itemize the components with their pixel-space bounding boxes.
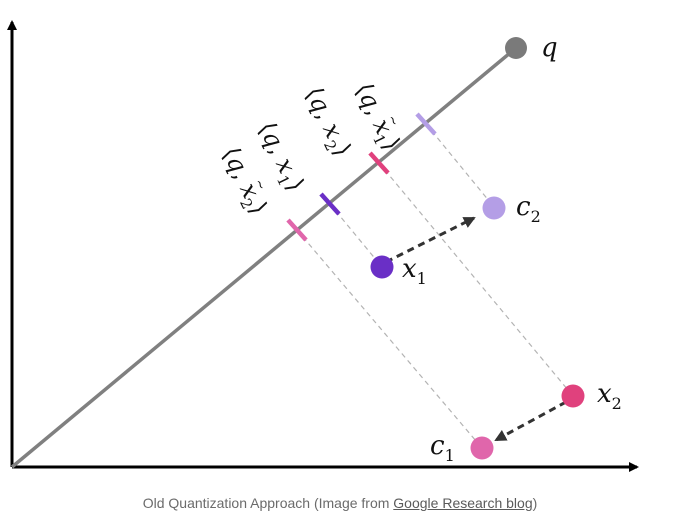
label-c2: c2	[516, 192, 541, 226]
projection-label-q-x2: ⟨q, x2⟩	[296, 82, 357, 162]
quantization-arrow-x1-c2	[385, 216, 476, 264]
point-c1	[470, 436, 494, 460]
caption-prefix: Old Quantization Approach (Image from	[142, 495, 394, 511]
quantization-diagram: q c2 x1 x2 c1 ⟨q, x~1⟩ ⟨q, x2⟩ ⟨q, x1⟩ ⟨…	[6, 20, 639, 472]
tick-q-tilde-x2	[286, 218, 308, 242]
svg-text:⟨q, x1⟩: ⟨q, x1⟩	[249, 117, 310, 197]
projection-line-c1	[296, 229, 483, 449]
projection-line-c2	[425, 123, 495, 208]
tick-q-tilde-x1	[415, 112, 437, 136]
label-c1: c1	[430, 431, 455, 465]
google-research-blog-link[interactable]: Google Research blog	[393, 495, 533, 511]
label-x1: x1	[402, 254, 427, 288]
tick-q-x1	[319, 192, 341, 216]
tick-q-x2	[368, 151, 390, 175]
label-q: q	[541, 33, 558, 63]
projection-line-x1	[329, 203, 383, 268]
svg-text:⟨q, x~1⟩: ⟨q, x~1⟩	[346, 76, 411, 156]
point-x2	[561, 384, 585, 408]
quantization-arrow-x2-c1	[494, 400, 567, 442]
projection-label-q-x1: ⟨q, x1⟩	[249, 117, 310, 197]
point-x1	[370, 255, 394, 279]
query-line	[10, 46, 518, 469]
label-x2: x2	[597, 379, 622, 413]
figure-caption: Old Quantization Approach (Image from Go…	[0, 493, 680, 513]
projection-line-x2	[378, 162, 574, 397]
point-c2	[482, 196, 506, 220]
caption-suffix: )	[532, 495, 538, 511]
svg-text:⟨q, x2⟩: ⟨q, x2⟩	[296, 82, 357, 162]
point-q	[505, 37, 527, 59]
projection-label-q-tilde-x1: ⟨q, x~1⟩	[346, 76, 411, 156]
